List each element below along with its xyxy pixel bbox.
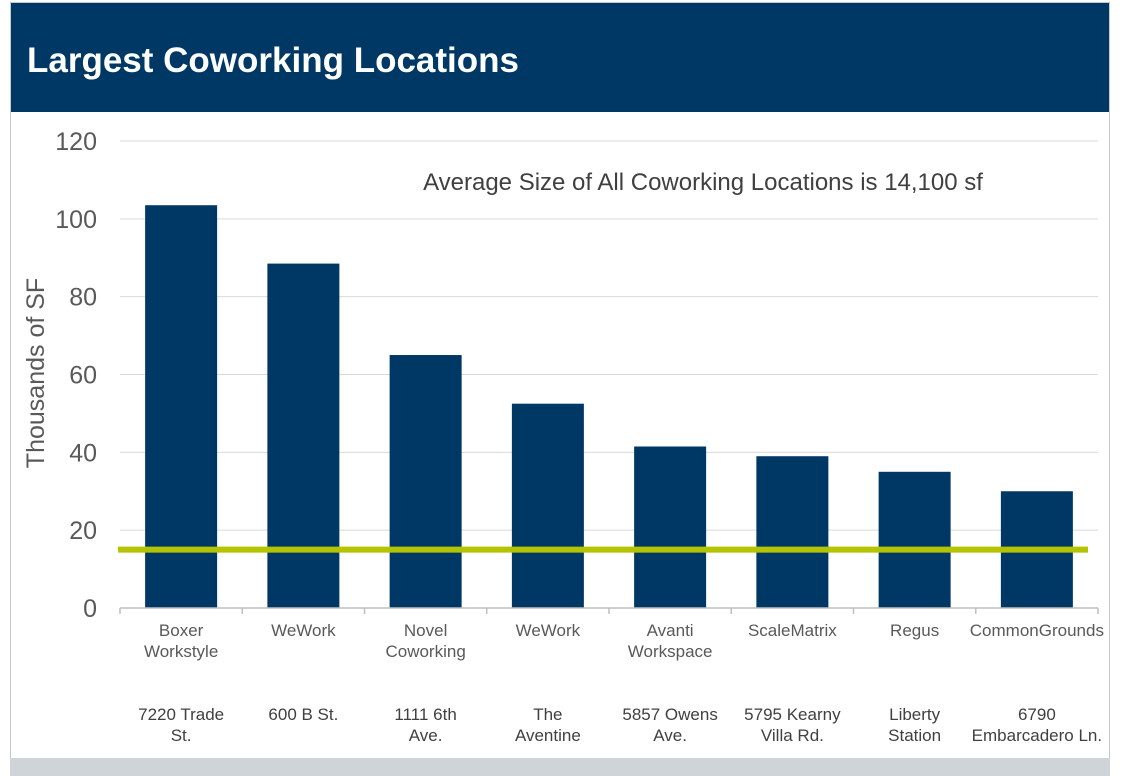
category-address-line: St. <box>171 726 192 745</box>
average-annotation: Average Size of All Coworking Locations … <box>423 169 983 196</box>
bar <box>145 205 218 608</box>
category-name-label: Novel Coworking <box>385 621 465 661</box>
category-address-line: Aventine <box>515 726 581 745</box>
category-name-line: Regus <box>890 621 939 640</box>
category-address-label: The Aventine <box>515 705 581 745</box>
y-tick-label: 120 <box>55 128 97 156</box>
category-name-label: ScaleMatrix <box>748 621 837 640</box>
category-name-label: WeWork <box>271 621 336 640</box>
category-address-line: The <box>533 705 562 724</box>
category-address-line: Villa Rd. <box>761 726 824 745</box>
category-address-line: Ave. <box>409 726 443 745</box>
y-tick-label: 20 <box>69 517 97 545</box>
y-tick-label: 60 <box>69 362 97 390</box>
category-address-label: 5857 Owens Ave. <box>622 705 717 745</box>
y-tick-label: 40 <box>69 439 97 467</box>
y-tick-label: 0 <box>83 595 97 623</box>
bar <box>878 471 951 608</box>
y-tick-label: 80 <box>69 284 97 312</box>
y-axis-label: Thousands of SF <box>22 278 50 468</box>
category-name-line: Workstyle <box>144 642 218 661</box>
category-address-line: 7220 Trade <box>138 705 224 724</box>
category-name-line: Workspace <box>628 642 713 661</box>
gridlines <box>120 140 1098 531</box>
category-name-label: Boxer Workstyle <box>144 621 218 661</box>
y-axis: 0 20 40 60 80 100 120 <box>55 128 97 623</box>
bar <box>267 263 340 608</box>
x-tick-labels: Boxer Workstyle 7220 Trade St. WeWork 600 B S… <box>138 621 1104 745</box>
y-tick-label: 100 <box>55 206 97 234</box>
category-name-label: Avanti Workspace <box>628 621 713 661</box>
category-name-label: Regus <box>890 621 939 640</box>
category-name-label: WeWork <box>516 621 581 640</box>
header-banner: Largest Coworking Locations <box>11 3 1109 112</box>
x-axis <box>119 607 1099 614</box>
category-address-line: 6790 <box>1018 705 1056 724</box>
category-address-line: 5795 Kearny <box>744 705 841 724</box>
category-address-label: 5795 Kearny Villa Rd. <box>744 705 841 745</box>
category-address-label: 600 B St. <box>268 705 338 724</box>
category-address-line: Station <box>888 726 941 745</box>
category-address-line: 600 B St. <box>268 705 338 724</box>
category-address-label: Liberty Station <box>888 705 941 745</box>
category-address-line: Embarcadero Ln. <box>972 726 1102 745</box>
bar <box>756 456 829 608</box>
category-address-line: 1111 6th <box>394 705 456 724</box>
category-address-line: 5857 Owens <box>622 705 717 724</box>
category-name-line: Novel <box>404 621 447 640</box>
category-name-line: ScaleMatrix <box>748 621 837 640</box>
category-name-line: Avanti <box>647 621 694 640</box>
bottom-bar <box>10 758 1110 776</box>
bar <box>634 446 707 608</box>
category-name-label: CommonGrounds <box>970 621 1104 640</box>
category-address-label: 6790 Embarcadero Ln. <box>972 705 1102 745</box>
category-address-label: 7220 Trade St. <box>138 705 224 745</box>
page-title: Largest Coworking Locations <box>27 41 519 80</box>
bar <box>511 403 584 608</box>
category-name-line: Coworking <box>385 642 465 661</box>
category-name-line: Boxer <box>159 621 204 640</box>
category-name-line: WeWork <box>516 621 581 640</box>
bar <box>389 355 462 608</box>
category-name-line: WeWork <box>271 621 336 640</box>
category-name-line: CommonGrounds <box>970 621 1104 640</box>
category-address-line: Liberty <box>889 705 941 724</box>
category-address-label: 1111 6th Ave. <box>394 705 456 745</box>
category-address-line: Ave. <box>653 726 687 745</box>
